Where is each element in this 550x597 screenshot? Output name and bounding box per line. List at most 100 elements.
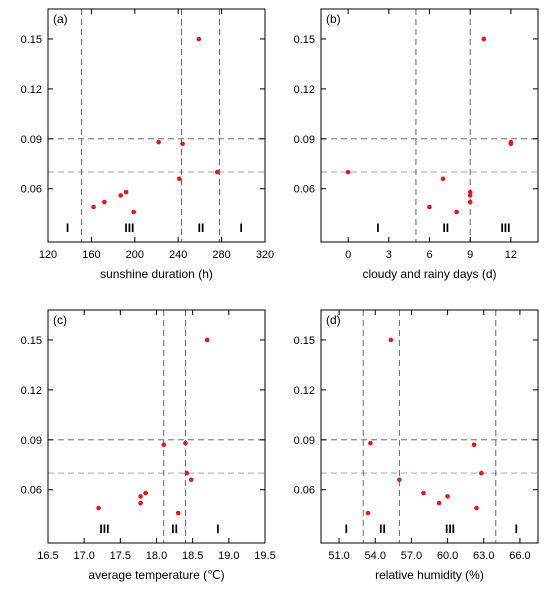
data-point [184, 470, 190, 476]
x-tick-label: 17.0 [73, 550, 94, 562]
data-point [481, 36, 487, 42]
x-tick-label: 17.5 [110, 550, 131, 562]
data-point [440, 176, 446, 182]
zone-label: I [515, 522, 518, 536]
x-tick-label: 9 [467, 249, 473, 261]
data-point [421, 490, 426, 496]
x-axis-label: sunshine duration (h) [100, 267, 213, 281]
plot-frame [320, 309, 539, 544]
panel-label: (a) [53, 12, 68, 26]
y-tick-label: 0.06 [294, 184, 315, 196]
zone-label: III [99, 522, 109, 536]
data-point [388, 337, 394, 343]
zone-label: I [345, 522, 348, 536]
y-tick-label: 0.12 [21, 385, 42, 397]
data-point [467, 189, 473, 195]
x-tick-label: 12 [505, 249, 517, 261]
panel-3: (c) 0.06 0.09 0.12 0.15 16.5 17.0 17.5 18.0 18.5 1… [21, 309, 276, 582]
zone-label: III [445, 522, 455, 536]
y-tick-label: 0.15 [21, 335, 42, 347]
data-point [427, 204, 432, 210]
x-tick-label: 160 [82, 249, 100, 261]
data-point [479, 470, 484, 476]
data-point [397, 477, 402, 483]
x-axis-label: cloudy and rainy days (d) [362, 267, 496, 281]
data-point [467, 193, 473, 198]
x-tick-label: 18.5 [182, 550, 203, 562]
data-point [196, 36, 202, 42]
data-point [454, 209, 459, 215]
data-point [175, 510, 181, 516]
data-point [345, 169, 351, 175]
panel-1: (a) 0.06 0.09 0.12 0.15 120 160 200 240 280 320 sun… [21, 8, 274, 281]
x-tick-label: 19.5 [254, 550, 275, 562]
x-tick-label: 3 [386, 249, 392, 261]
x-tick-label: 200 [126, 249, 144, 261]
zone-label: II [442, 221, 449, 235]
y-tick-label: 0.09 [294, 435, 315, 447]
zone-label: I [66, 221, 69, 235]
zone-label: III [500, 221, 510, 235]
x-tick-label: 0 [345, 249, 351, 261]
data-point [436, 500, 442, 506]
x-tick-label: 18.0 [146, 550, 167, 562]
data-point [138, 500, 143, 506]
y-tick-label: 0.09 [21, 134, 42, 146]
data-point [365, 510, 371, 516]
zone-label: II [198, 221, 205, 235]
y-tick-label: 0.06 [21, 485, 42, 497]
zone-label: II [379, 522, 386, 536]
plot-frame [47, 8, 266, 243]
data-point [474, 505, 479, 511]
zone-label: III [124, 221, 134, 235]
x-tick-label: 240 [169, 249, 187, 261]
data-point [161, 442, 167, 448]
x-tick-label: 120 [39, 249, 57, 261]
x-tick-label: 6 [426, 249, 432, 261]
x-tick-label: 51.0 [328, 550, 349, 562]
data-point [214, 169, 220, 175]
plot-frame [47, 309, 266, 544]
x-tick-label: 16.5 [37, 550, 58, 562]
zone-label: II [171, 522, 178, 536]
x-axis-label: relative humidity (%) [375, 568, 484, 582]
x-axis-label: average temperature (℃) [88, 568, 224, 582]
y-tick-label: 0.15 [21, 34, 42, 46]
x-tick-label: 19.0 [218, 550, 239, 562]
panel-4: (d) 0.06 0.09 0.12 0.15 51.0 54.0 57.0 60.0 63.0 6… [294, 309, 539, 582]
data-point [467, 199, 473, 205]
y-tick-label: 0.09 [294, 134, 315, 146]
x-tick-label: 280 [212, 249, 230, 261]
data-point [91, 204, 96, 210]
x-tick-label: 320 [256, 249, 274, 261]
y-tick-label: 0.12 [294, 385, 315, 397]
x-tick-label: 54.0 [365, 550, 386, 562]
zone-label: I [239, 221, 242, 235]
y-tick-label: 0.06 [21, 184, 42, 196]
data-point [445, 494, 450, 499]
data-point [188, 477, 194, 483]
data-point [96, 505, 101, 511]
panel-label: (d) [326, 313, 341, 327]
y-tick-label: 0.15 [294, 335, 315, 347]
data-point [176, 176, 182, 182]
zone-label: I [216, 522, 219, 536]
panel-2: (b) 0.06 0.09 0.12 0.15 0 3 6 9 12 cloudy and rain… [294, 8, 539, 281]
data-point [368, 440, 373, 446]
data-point [183, 440, 188, 446]
data-point [123, 189, 129, 195]
y-tick-label: 0.06 [294, 485, 315, 497]
panel-label: (c) [53, 313, 67, 327]
x-tick-label: 63.0 [473, 550, 494, 562]
data-point [471, 442, 477, 448]
data-point [131, 209, 137, 215]
y-tick-label: 0.12 [21, 84, 42, 96]
data-point [102, 199, 107, 205]
data-point [180, 141, 185, 147]
data-point [118, 193, 123, 198]
data-point [204, 337, 210, 343]
panel-label: (b) [326, 12, 341, 26]
x-tick-label: 57.0 [401, 550, 422, 562]
y-tick-label: 0.09 [21, 435, 42, 447]
